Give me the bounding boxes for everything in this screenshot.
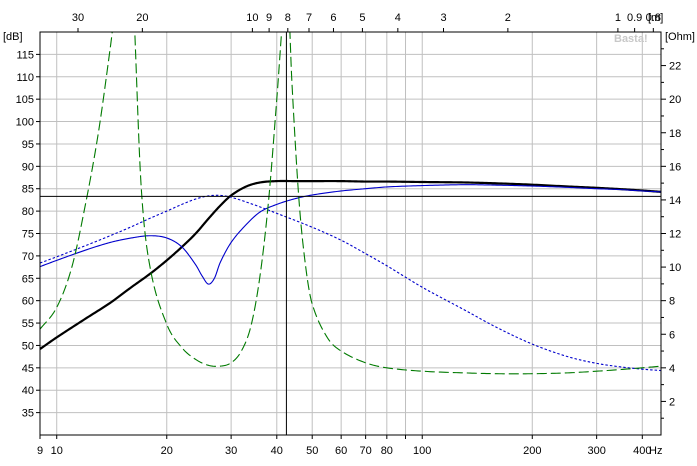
x-tick-label: 100 (413, 445, 431, 457)
y-left-tick-label: 60 (22, 296, 34, 308)
top-tick-label: 4 (395, 12, 401, 24)
series-line-3 (40, 194, 661, 372)
top-tick-label: 5 (359, 12, 365, 24)
x-tick-label: 70 (359, 445, 371, 457)
y-left-tick-label: 85 (22, 184, 34, 196)
x-tick-label: 400 (633, 445, 651, 457)
series-line-4 (40, 32, 661, 375)
x-tick-label: 300 (587, 445, 605, 457)
series-line-2 (40, 184, 661, 285)
y-right-tick-label: 12 (669, 229, 681, 241)
x-tick-label: 60 (335, 445, 347, 457)
x-axis-unit: Hz (649, 445, 662, 457)
top-tick-label: 0.8 (646, 12, 661, 24)
top-axis-unit: [m] (648, 12, 663, 24)
y-right-tick-label: 14 (669, 195, 681, 207)
top-tick-label: 10 (246, 12, 258, 24)
y-right-tick-label: 18 (669, 128, 681, 140)
x-tick-label: 80 (381, 445, 393, 457)
top-tick-label: 1 (615, 12, 621, 24)
y-right-tick-label: 4 (669, 363, 675, 375)
y-left-tick-label: 75 (22, 229, 34, 241)
x-tick-label: 9 (37, 445, 43, 457)
top-tick-label: 30 (72, 12, 84, 24)
top-tick-label: 20 (136, 12, 148, 24)
y-left-tick-label: 35 (22, 408, 34, 420)
x-tick-label: 50 (306, 445, 318, 457)
top-tick-label: 0.9 (627, 12, 642, 24)
y-left-tick-label: 45 (22, 363, 34, 375)
y-left-tick-label: 70 (22, 251, 34, 263)
x-tick-label: 10 (51, 445, 63, 457)
y-left-tick-label: 80 (22, 206, 34, 218)
y-right-tick-label: 22 (669, 61, 681, 73)
y-left-tick-label: 110 (16, 72, 34, 84)
watermark-text: Basta! (614, 33, 648, 45)
y-right-unit: [Ohm] (665, 31, 695, 43)
y-right-tick-label: 10 (669, 262, 681, 274)
x-tick-label: 30 (225, 445, 237, 457)
top-tick-label: 9 (266, 12, 272, 24)
y-left-tick-label: 100 (16, 117, 34, 129)
y-left-tick-label: 90 (22, 161, 34, 173)
y-left-tick-label: 115 (16, 49, 34, 61)
y-left-tick-label: 55 (22, 318, 34, 330)
y-right-tick-label: 20 (669, 94, 681, 106)
top-tick-label: 7 (306, 12, 312, 24)
y-right-tick-label: 16 (669, 161, 681, 173)
y-left-tick-label: 40 (22, 385, 34, 397)
x-tick-label: 40 (271, 445, 283, 457)
y-right-tick-label: 8 (669, 296, 675, 308)
y-left-tick-label: 50 (22, 340, 34, 352)
y-left-tick-label: 65 (22, 273, 34, 285)
y-left-tick-label: 105 (16, 94, 34, 106)
x-tick-label: 20 (161, 445, 173, 457)
y-left-tick-label: 95 (22, 139, 34, 151)
y-right-tick-label: 6 (669, 329, 675, 341)
series-line-1 (40, 179, 661, 350)
top-tick-label: 3 (440, 12, 446, 24)
y-left-unit: [dB] (3, 31, 23, 43)
y-right-tick-label: 2 (669, 396, 675, 408)
top-tick-label: 2 (505, 12, 511, 24)
top-tick-label: 6 (330, 12, 336, 24)
x-tick-label: 200 (523, 445, 541, 457)
top-tick-label: 8 (285, 12, 291, 24)
